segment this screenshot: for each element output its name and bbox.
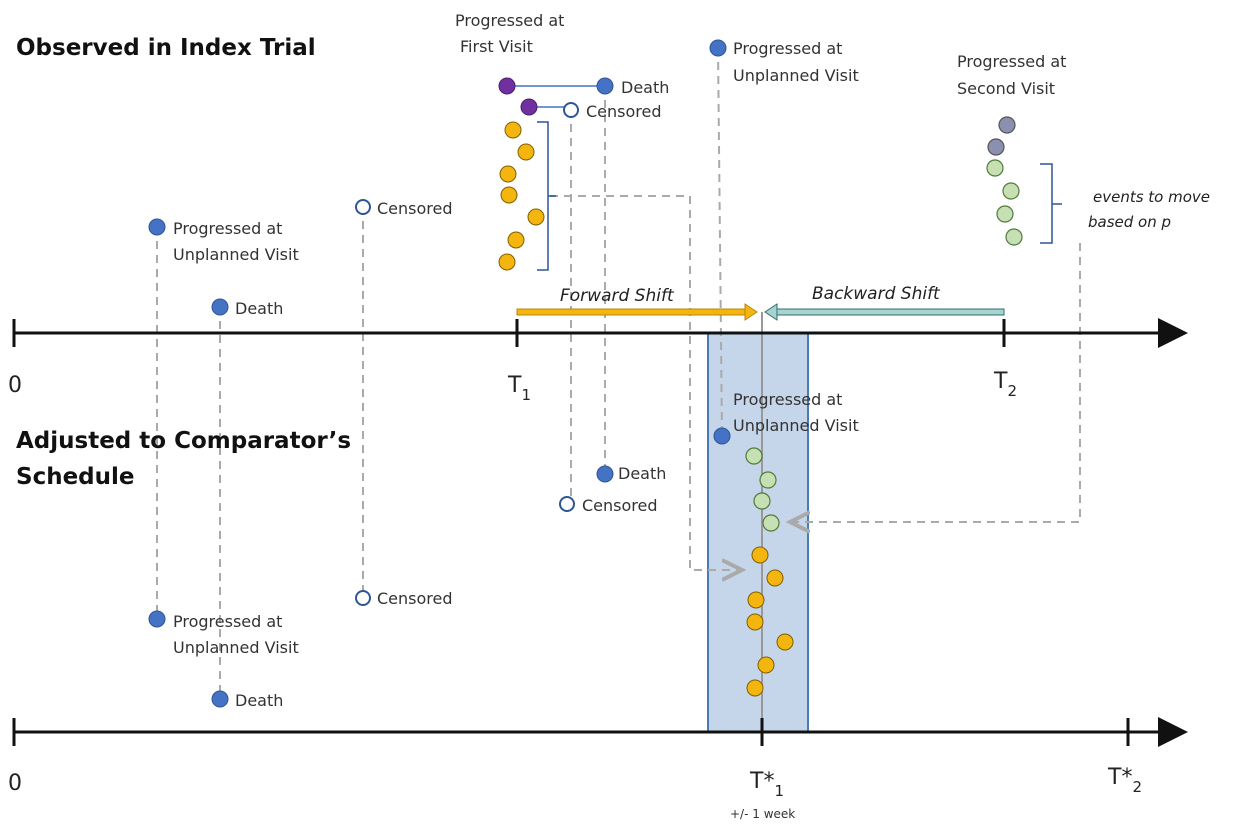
axis-label: 0 — [8, 771, 22, 796]
axis-label-sub: 1 — [774, 782, 784, 800]
shift-arrows — [516, 303, 1005, 321]
note: events to move — [1093, 188, 1210, 206]
event-label: Unplanned Visit — [173, 245, 299, 264]
event-label: Death — [235, 691, 283, 710]
section-title: Schedule — [16, 464, 135, 490]
axis-label: 0 — [8, 373, 22, 398]
event-label: Progressed at — [173, 612, 282, 631]
event-label: Progressed at — [733, 390, 842, 409]
event-label: Death — [235, 299, 283, 318]
event-label: Censored — [586, 102, 662, 121]
axes — [12, 318, 1188, 747]
axis-label-sub: 2 — [1007, 382, 1017, 400]
axis-label-sub: 2 — [1132, 778, 1142, 796]
bracket — [537, 121, 556, 271]
event-label: First Visit — [460, 37, 533, 56]
event-label: Censored — [377, 199, 453, 218]
window-note: +/- 1 week — [730, 807, 795, 821]
axis-label-base: T* — [1107, 765, 1132, 790]
event-label: Death — [618, 464, 666, 483]
connectors — [156, 47, 1081, 699]
event-label: Progressed at — [733, 39, 842, 58]
axis-label: T*1 — [749, 769, 784, 800]
event-label: Progressed at — [455, 11, 564, 30]
event-label: Unplanned Visit — [733, 66, 859, 85]
axis-label-base: T* — [749, 769, 774, 794]
note: based on p — [1088, 213, 1171, 231]
section-title: Adjusted to Comparator’s — [16, 428, 351, 454]
axis-label: T2 — [993, 369, 1017, 400]
events — [148, 39, 1023, 708]
shift-label: Forward Shift — [560, 286, 675, 306]
event-label: Progressed at — [957, 52, 1066, 71]
axis-label: T*2 — [1107, 765, 1142, 796]
event-label: Censored — [582, 496, 658, 515]
axis-label-base: T — [507, 373, 522, 398]
event-label: Death — [621, 78, 669, 97]
axis-label: T1 — [507, 373, 531, 404]
event-label: Progressed at — [173, 219, 282, 238]
bracket — [1040, 163, 1062, 244]
section-title: Observed in Index Trial — [16, 35, 316, 61]
event-label: Unplanned Visit — [173, 638, 299, 657]
axis-label-sub: 1 — [521, 386, 531, 404]
shift-label: Backward Shift — [812, 284, 941, 304]
event-label: Second Visit — [957, 79, 1055, 98]
event-label: Unplanned Visit — [733, 416, 859, 435]
axis-label-base: T — [993, 369, 1008, 394]
event-label: Censored — [377, 589, 453, 608]
